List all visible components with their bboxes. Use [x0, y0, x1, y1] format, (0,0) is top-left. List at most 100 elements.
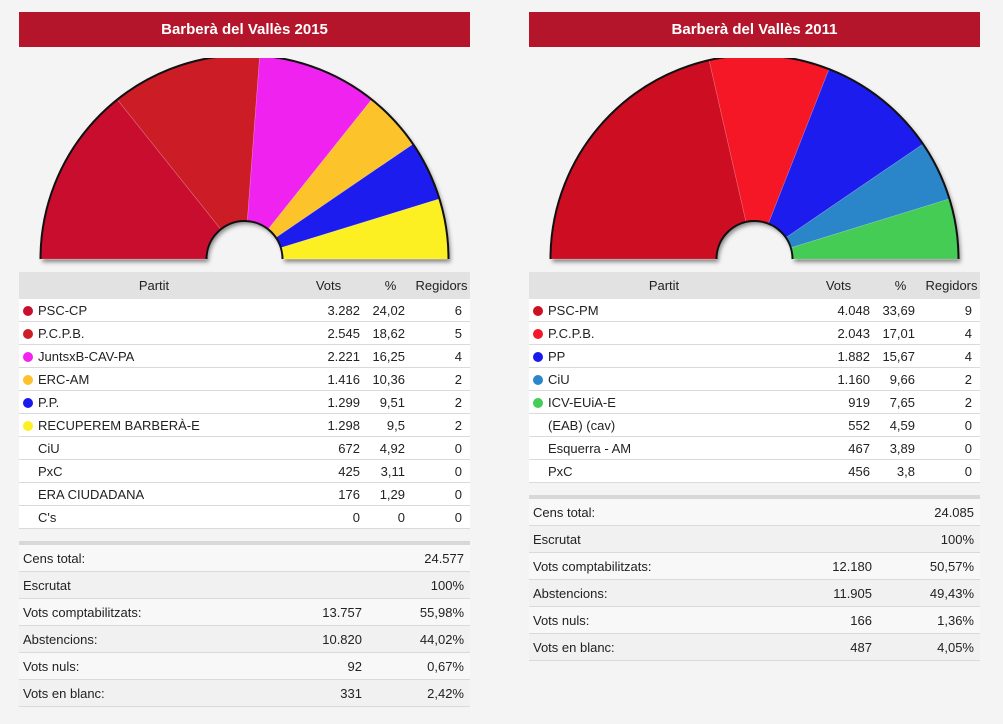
summary-label: Escrutat	[19, 571, 289, 599]
party-pct: 7,65	[878, 390, 923, 414]
summary-value: 13.757	[289, 598, 368, 626]
col-party: Partit	[19, 272, 289, 299]
party-name: JuntsxB-CAV-PA	[38, 348, 135, 364]
summary-row: Vots nuls: 92 0,67%	[19, 652, 470, 680]
col-votes: Vots	[289, 272, 368, 299]
results-header: Partit Vots % Regidors	[19, 272, 470, 299]
divider	[529, 495, 980, 499]
party-row: (EAB) (cav) 552 4,59 0	[529, 413, 980, 437]
party-row: PxC 456 3,8 0	[529, 459, 980, 483]
party-seats: 2	[413, 413, 470, 437]
summary-label: Vots comptabilitzats:	[529, 552, 799, 580]
party-row: PP 1.882 15,67 4	[529, 344, 980, 368]
party-name-cell: Esquerra - AM	[529, 436, 799, 460]
party-votes: 425	[289, 459, 368, 483]
party-pct: 3,11	[368, 459, 413, 483]
summary-row: Vots en blanc: 487 4,05%	[529, 633, 980, 661]
summary-pct: 1,36%	[878, 606, 980, 634]
summary-row: Escrutat 100%	[529, 525, 980, 553]
party-votes: 2.545	[289, 321, 368, 345]
results-header: Partit Vots % Regidors	[529, 272, 980, 299]
party-name-cell: PxC	[19, 459, 289, 483]
party-row: RECUPEREM BARBERÀ-E 1.298 9,5 2	[19, 413, 470, 437]
party-name-cell: ICV-EUiA-E	[529, 390, 799, 414]
party-pct: 15,67	[878, 344, 923, 368]
party-name-cell: P.P.	[19, 390, 289, 414]
summary-label: Abstencions:	[19, 625, 289, 653]
party-seats: 2	[413, 367, 470, 391]
election-panel-2015: Barberà del Vallès 2015 Partit Vots % Re…	[19, 0, 470, 707]
summary-row: Vots comptabilitzats: 12.180 50,57%	[529, 552, 980, 580]
party-name-cell: PxC	[529, 459, 799, 483]
summary-value: 10.820	[289, 625, 368, 653]
party-row: ICV-EUiA-E 919 7,65 2	[529, 390, 980, 414]
col-seats: Regidors	[413, 272, 470, 299]
party-seats: 4	[413, 344, 470, 368]
summary-row: Abstencions: 10.820 44,02%	[19, 625, 470, 653]
party-votes: 0	[289, 505, 368, 529]
party-name-cell: CiU	[19, 436, 289, 460]
party-name-cell: (EAB) (cav)	[529, 413, 799, 437]
party-name: PSC-PM	[548, 302, 599, 318]
summary-value: 331	[289, 679, 368, 707]
summary-value: 92	[289, 652, 368, 680]
party-color-dot-icon	[533, 351, 543, 362]
party-row: C's 0 0 0	[19, 505, 470, 529]
party-votes: 176	[289, 482, 368, 506]
party-votes: 467	[799, 436, 878, 460]
party-name-cell: PSC-PM	[529, 299, 799, 322]
summary-pct: 4,05%	[878, 633, 980, 661]
party-pct: 16,25	[368, 344, 413, 368]
party-row: PSC-PM 4.048 33,69 9	[529, 299, 980, 322]
summary-pct: 50,57%	[878, 552, 980, 580]
summary-pct: 24.085	[878, 499, 980, 526]
summary-row: Vots en blanc: 331 2,42%	[19, 679, 470, 707]
party-seats: 0	[923, 413, 980, 437]
col-party: Partit	[529, 272, 799, 299]
party-seats: 9	[923, 299, 980, 322]
party-pct: 9,51	[368, 390, 413, 414]
party-name: P.P.	[38, 394, 60, 410]
party-votes: 3.282	[289, 299, 368, 322]
party-name-cell: P.C.P.B.	[529, 321, 799, 345]
party-votes: 672	[289, 436, 368, 460]
party-color-dot-icon	[23, 374, 33, 385]
col-seats: Regidors	[923, 272, 980, 299]
summary-pct: 55,98%	[368, 598, 470, 626]
party-votes: 1.299	[289, 390, 368, 414]
party-name: P.C.P.B.	[548, 325, 595, 341]
party-name: PxC	[38, 463, 63, 479]
summary-label: Vots nuls:	[19, 652, 289, 680]
summary-pct: 44,02%	[368, 625, 470, 653]
summary-value: 487	[799, 633, 878, 661]
party-pct: 17,01	[878, 321, 923, 345]
results-table: Partit Vots % Regidors PSC-CP 3.282 24,02 6…	[19, 272, 470, 529]
chart-title: Barberà del Vallès 2015	[19, 12, 470, 47]
party-pct: 24,02	[368, 299, 413, 322]
party-color-dot-icon	[533, 374, 543, 385]
party-name-cell: PSC-CP	[19, 299, 289, 322]
party-name: P.C.P.B.	[38, 325, 85, 341]
summary-label: Vots en blanc:	[19, 679, 289, 707]
summary-value	[289, 571, 368, 599]
party-name: PSC-CP	[38, 302, 88, 318]
party-pct: 4,92	[368, 436, 413, 460]
party-pct: 10,36	[368, 367, 413, 391]
summary-row: Cens total: 24.085	[529, 499, 980, 526]
party-color-dot-icon	[23, 397, 33, 408]
party-color-dot-icon	[23, 328, 33, 339]
summary-label: Cens total:	[19, 545, 289, 572]
party-seats: 2	[923, 367, 980, 391]
party-seats: 0	[923, 436, 980, 460]
election-panel-2011: Barberà del Vallès 2011 Partit Vots % Re…	[529, 0, 980, 661]
party-seats: 6	[413, 299, 470, 322]
summary-value	[289, 545, 368, 572]
party-name-cell: P.C.P.B.	[19, 321, 289, 345]
party-color-dot-icon	[23, 351, 33, 362]
party-name: ERC-AM	[38, 371, 90, 387]
summary-label: Cens total:	[529, 499, 799, 526]
summary-label: Vots comptabilitzats:	[19, 598, 289, 626]
party-name-cell: JuntsxB-CAV-PA	[19, 344, 289, 368]
party-row: CiU 672 4,92 0	[19, 436, 470, 460]
party-name: RECUPEREM BARBERÀ-E	[38, 417, 200, 433]
